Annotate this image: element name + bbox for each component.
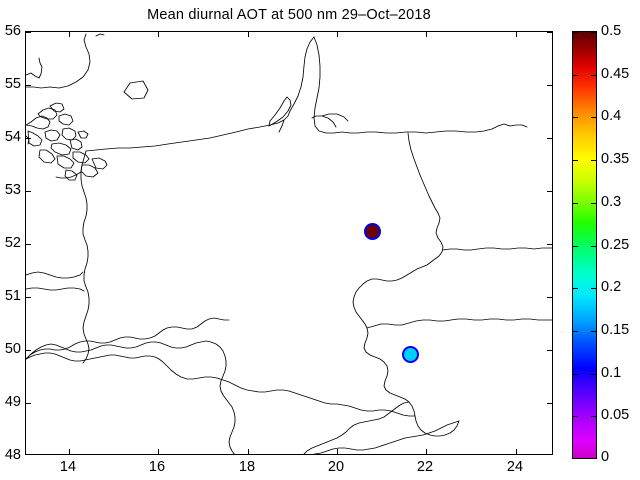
ytick-left-55: [26, 85, 31, 86]
colorbar-tick-label: 0.3: [601, 194, 622, 210]
ytick-right-56: [547, 32, 552, 33]
ytick-label: 52: [4, 235, 21, 251]
colorbar-tick: [573, 117, 578, 118]
ytick-right-49: [547, 403, 552, 404]
colorbar-tick: [573, 203, 578, 204]
colorbar-tick-label: 0.5: [601, 23, 622, 39]
colorbar-tick: [573, 160, 578, 161]
colorbar-tick-label: 0.15: [601, 322, 630, 338]
coastline-map: [26, 33, 552, 454]
ytick-left-52: [26, 244, 31, 245]
colorbar-tick-label: 0.2: [601, 279, 622, 295]
colorbar-tick-label: 0: [601, 449, 610, 465]
ytick-label: 56: [4, 23, 21, 39]
page-title: Mean diurnal AOT at 500 nm 29–Oct–2018: [147, 7, 431, 23]
xtick-bottom-22: [426, 449, 427, 454]
xtick-bottom-20: [337, 449, 338, 454]
colorbar-tick-label: 0.25: [601, 237, 630, 253]
ytick-right-52: [547, 244, 552, 245]
xtick-bottom-14: [69, 449, 70, 454]
ytick-right-50: [547, 350, 552, 351]
xtick-label: 14: [59, 459, 77, 475]
ytick-label: 49: [4, 394, 21, 410]
xtick-top-14: [69, 32, 70, 37]
xtick-label: 16: [148, 459, 166, 475]
colorbar-tick: [591, 331, 596, 332]
colorbar-tick: [573, 416, 578, 417]
colorbar-tick: [591, 374, 596, 375]
colorbar-tick: [591, 160, 596, 161]
colorbar-tick-label: 0.45: [601, 66, 630, 82]
xtick-label: 18: [238, 459, 256, 475]
colorbar-tick: [573, 246, 578, 247]
xtick-bottom-24: [516, 449, 517, 454]
xtick-bottom-18: [248, 449, 249, 454]
colorbar-tick-label: 0.4: [601, 108, 622, 124]
colorbar-tick: [591, 75, 596, 76]
map-axes[interactable]: [25, 31, 553, 455]
ytick-label: 48: [4, 447, 21, 463]
data-point-marker[interactable]: [363, 223, 381, 241]
xtick-bottom-16: [158, 449, 159, 454]
ytick-label: 55: [4, 76, 21, 92]
colorbar-tick: [591, 32, 596, 33]
ytick-left-56: [26, 32, 31, 33]
colorbar-tick: [573, 331, 578, 332]
ytick-right-53: [547, 191, 552, 192]
colorbar-tick: [573, 288, 578, 289]
colorbar-tick: [591, 458, 596, 459]
data-point-marker[interactable]: [402, 346, 420, 364]
ytick-left-54: [26, 138, 31, 139]
ytick-label: 50: [4, 341, 21, 357]
ytick-label: 53: [4, 182, 21, 198]
xtick-top-24: [516, 32, 517, 37]
ytick-right-54: [547, 138, 552, 139]
colorbar-tick: [591, 117, 596, 118]
xtick-top-16: [158, 32, 159, 37]
colorbar-tick-label: 0.1: [601, 365, 622, 381]
colorbar-tick-label: 0.05: [601, 407, 630, 423]
colorbar-tick: [573, 374, 578, 375]
ytick-label: 54: [4, 129, 21, 145]
colorbar-tick: [591, 288, 596, 289]
ytick-label: 51: [4, 288, 21, 304]
ytick-left-53: [26, 191, 31, 192]
colorbar-tick: [573, 75, 578, 76]
colorbar[interactable]: [572, 31, 597, 459]
xtick-top-22: [426, 32, 427, 37]
colorbar-tick: [573, 32, 578, 33]
colorbar-tick-label: 0.35: [601, 151, 630, 167]
xtick-label: 22: [416, 459, 434, 475]
ytick-left-50: [26, 350, 31, 351]
colorbar-tick: [573, 458, 578, 459]
ytick-right-51: [547, 297, 552, 298]
xtick-label: 24: [506, 459, 524, 475]
ytick-left-51: [26, 297, 31, 298]
ytick-left-49: [26, 403, 31, 404]
xtick-top-20: [337, 32, 338, 37]
colorbar-tick: [591, 246, 596, 247]
colorbar-tick: [591, 416, 596, 417]
ytick-right-55: [547, 85, 552, 86]
xtick-top-18: [248, 32, 249, 37]
colorbar-tick: [591, 203, 596, 204]
xtick-label: 20: [327, 459, 345, 475]
